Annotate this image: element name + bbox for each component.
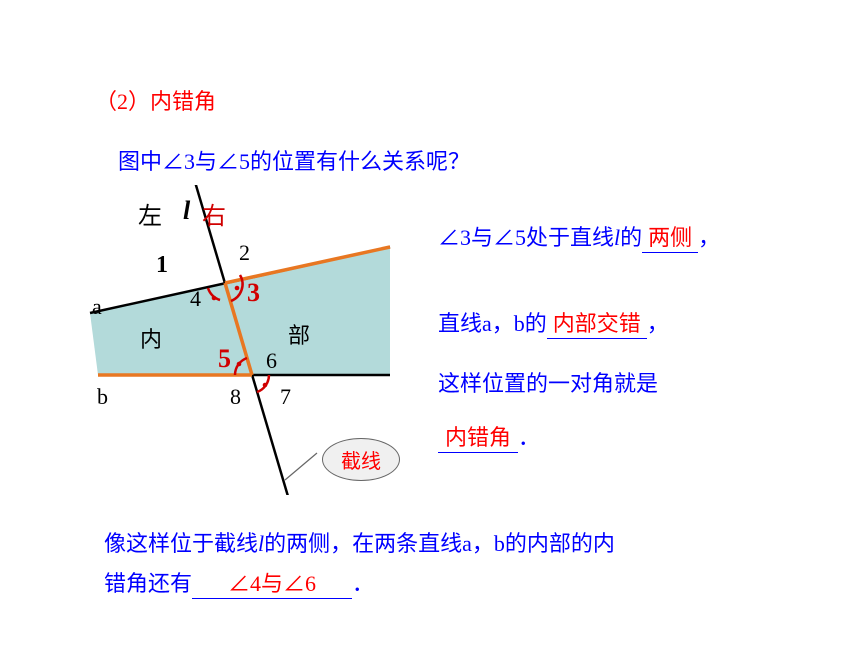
bottom2-answer: ∠4与∠6 xyxy=(228,571,316,596)
line4-period: ． xyxy=(518,425,540,450)
line4-answer: 内错角 xyxy=(445,425,511,450)
section-heading: （2）内错角 xyxy=(95,84,216,116)
bottom2-prefix: 错角还有 xyxy=(104,571,192,596)
line1-answer: 两侧 xyxy=(648,225,692,250)
line1-prefix: ∠3与∠5处于直线 xyxy=(438,225,614,250)
callout-pointer xyxy=(285,453,317,480)
label-b: b xyxy=(97,384,108,410)
label-7: 7 xyxy=(280,384,291,410)
label-5: 5 xyxy=(218,344,231,374)
bottom-line1: 像这样位于截线l的两侧，在两条直线a，b的内部的内 xyxy=(104,526,615,558)
expl-line2: 直线a，b的内部交错， xyxy=(438,306,669,339)
line2-prefix: 直线a，b的 xyxy=(438,311,547,336)
expl-line3: 这样位置的一对角就是 xyxy=(438,366,658,398)
callout-bubble: 截线 xyxy=(322,438,400,481)
line2-comma: ， xyxy=(647,311,669,336)
arc-angle-7 xyxy=(257,375,269,392)
label-l: l xyxy=(183,196,190,226)
label-3: 3 xyxy=(247,278,260,308)
bottom-line2: 错角还有 ∠4与∠6 ． xyxy=(104,566,374,599)
label-inner1: 内 xyxy=(140,322,162,354)
label-inner2: 部 xyxy=(288,318,310,350)
line1-comma: ， xyxy=(698,225,720,250)
line2-answer: 内部交错 xyxy=(553,311,641,336)
label-4: 4 xyxy=(190,286,201,312)
line1-suffix: 的 xyxy=(620,225,642,250)
label-a: a xyxy=(92,294,102,320)
label-8: 8 xyxy=(230,384,241,410)
bottom1-mid: 的两侧，在两条直线a，b的内部的内 xyxy=(264,531,615,556)
expl-line4: 内错角 ． xyxy=(438,420,540,453)
label-right: 右 xyxy=(202,196,226,231)
label-6: 6 xyxy=(266,348,277,374)
bottom2-period: ． xyxy=(352,571,374,596)
expl-line1: ∠3与∠5处于直线l的两侧， xyxy=(438,220,720,253)
bottom1-prefix: 像这样位于截线 xyxy=(104,531,258,556)
label-2: 2 xyxy=(239,240,250,266)
question-text: 图中∠3与∠5的位置有什么关系呢？ xyxy=(118,144,470,176)
label-1: 1 xyxy=(156,252,168,279)
label-left: 左 xyxy=(138,196,162,231)
